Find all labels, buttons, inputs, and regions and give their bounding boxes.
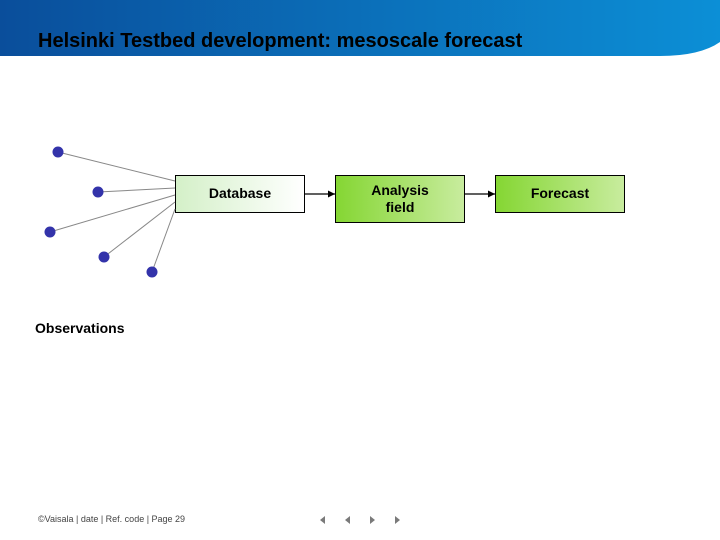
nav-prev-icon[interactable] xyxy=(341,514,353,526)
node-database-label: Database xyxy=(209,185,271,203)
nav-controls xyxy=(315,514,405,526)
node-forecast: Forecast xyxy=(495,175,625,213)
slide: Helsinki Testbed development: mesoscale … xyxy=(0,0,720,540)
nav-last-icon[interactable] xyxy=(393,514,405,526)
observations-label: Observations xyxy=(35,320,124,336)
nav-next-icon[interactable] xyxy=(367,514,379,526)
page-title: Helsinki Testbed development: mesoscale … xyxy=(38,30,522,53)
node-forecast-label: Forecast xyxy=(531,185,589,203)
nav-first-icon[interactable] xyxy=(315,514,327,526)
node-analysis: Analysisfield xyxy=(335,175,465,223)
footer-text: ©Vaisala | date | Ref. code | Page 29 xyxy=(38,514,185,524)
node-analysis-label: Analysisfield xyxy=(371,182,429,217)
diagram-overlay xyxy=(0,0,720,540)
node-database: Database xyxy=(175,175,305,213)
